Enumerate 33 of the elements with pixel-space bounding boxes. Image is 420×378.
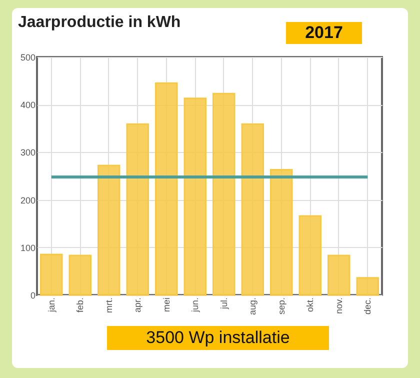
bar bbox=[241, 123, 264, 296]
y-tick-label: 300 bbox=[20, 148, 36, 158]
bar bbox=[184, 98, 206, 296]
bar bbox=[98, 164, 120, 296]
chart-title: Jaarproductie in kWh bbox=[18, 14, 181, 32]
x-tick-label: mei bbox=[161, 298, 172, 312]
x-tick-label: apr. bbox=[132, 298, 143, 313]
x-tick-label: dec. bbox=[362, 298, 373, 315]
bar bbox=[356, 277, 379, 296]
x-tick-label: jan. bbox=[46, 298, 56, 314]
bar bbox=[126, 123, 149, 296]
y-tick-label: 100 bbox=[20, 242, 36, 253]
bar bbox=[298, 215, 322, 296]
y-tick-label: 500 bbox=[20, 52, 36, 62]
x-tick-label: feb. bbox=[75, 298, 86, 313]
bar bbox=[328, 254, 350, 296]
y-tick-label: 0 bbox=[30, 290, 36, 300]
x-tick-label: jul. bbox=[218, 298, 229, 310]
x-tick-label: sep. bbox=[276, 298, 286, 315]
text: 3500 Wp installatie bbox=[107, 326, 329, 350]
y-tick-label: 400 bbox=[20, 100, 36, 110]
x-tick-label: okt. bbox=[305, 298, 316, 312]
chart-subtitle: 2017 bbox=[286, 22, 362, 44]
bar bbox=[40, 254, 63, 296]
x-tick-label: mrt. bbox=[104, 298, 114, 313]
bar bbox=[155, 82, 178, 296]
y-tick-label: 200 bbox=[20, 195, 36, 206]
x-tick-label: aug. bbox=[248, 298, 258, 316]
bar bbox=[270, 169, 293, 296]
bar bbox=[68, 254, 92, 296]
bar bbox=[212, 92, 236, 296]
x-tick-label: nov. bbox=[334, 298, 344, 314]
x-tick-label: jun. bbox=[190, 298, 200, 314]
